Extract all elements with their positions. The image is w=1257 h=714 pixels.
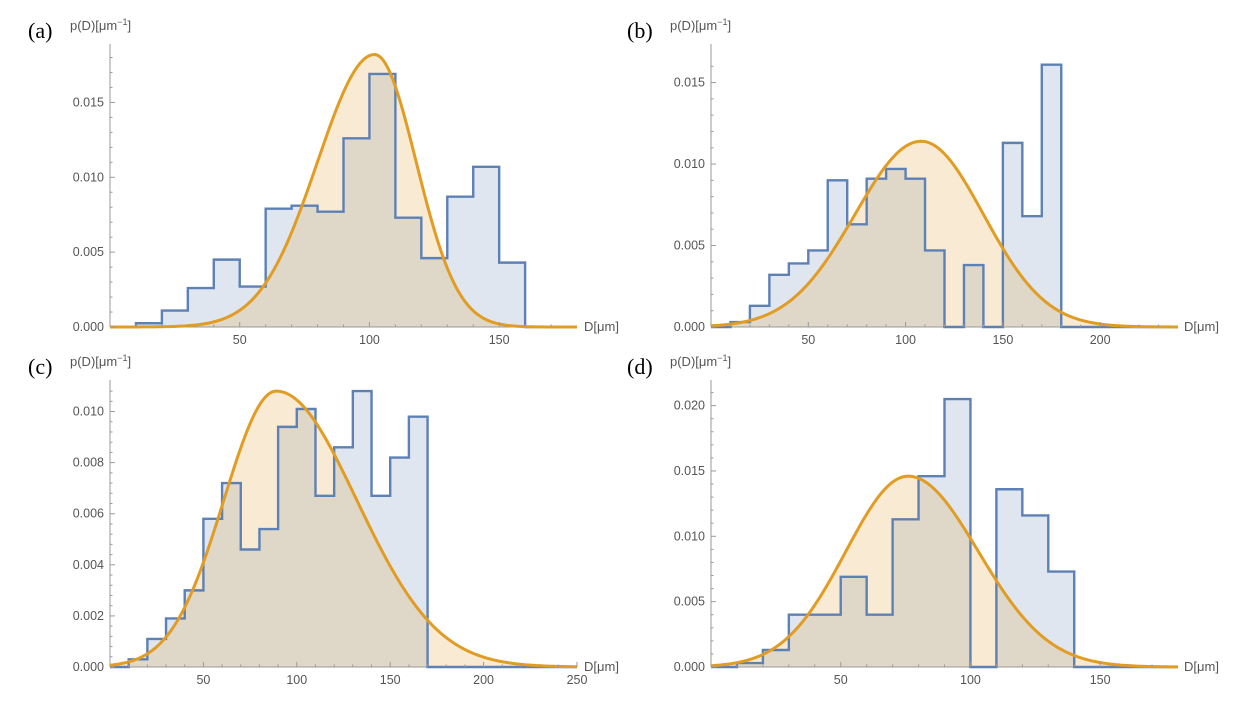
y-tick-label: 0.002 xyxy=(73,609,104,623)
histogram-fill xyxy=(736,399,1075,667)
y-tick-label: 0.008 xyxy=(73,456,104,470)
panel-1: (a) p(D)[μm−1] 0.000 0.005 0.010 0.015 50 100 15… xyxy=(28,17,619,347)
y-axis-title: p(D)[μm−1] xyxy=(670,353,731,369)
x-tick-label: 100 xyxy=(286,673,307,687)
panel-2: (b) p(D)[μm−1] 0.000 0.005 0.010 0.015 50 100 15… xyxy=(627,17,1219,347)
x-tick-label: 200 xyxy=(1090,333,1111,347)
panel-label: (d) xyxy=(627,354,653,379)
x-axis-title: D[μm] xyxy=(584,659,619,674)
x-tick-label: 50 xyxy=(834,673,848,687)
fit-curve-fill xyxy=(711,476,1178,667)
y-tick-label: 0.000 xyxy=(674,320,705,334)
y-tick-label: 0.010 xyxy=(73,170,104,184)
y-tick-label: 0.015 xyxy=(674,76,705,90)
x-tick-label: 250 xyxy=(567,673,588,687)
histogram-step xyxy=(110,389,577,669)
fit-curve-fill xyxy=(711,141,1178,327)
panel-label: (c) xyxy=(28,354,52,379)
histogram-step xyxy=(711,397,1178,669)
y-tick-label: 0.000 xyxy=(73,320,104,334)
fit-curve xyxy=(109,389,578,669)
x-tick-label: 150 xyxy=(380,673,401,687)
y-tick-label: 0.006 xyxy=(73,507,104,521)
x-tick-label: 100 xyxy=(359,333,380,347)
fit-curve-fill xyxy=(110,391,577,667)
x-tick-label: 150 xyxy=(1090,673,1111,687)
x-tick-label: 50 xyxy=(196,673,210,687)
x-tick-label: 50 xyxy=(801,333,815,347)
y-tick-label: 0.015 xyxy=(674,464,705,478)
x-axis-title: D[μm] xyxy=(1184,319,1219,334)
x-axis-title: D[μm] xyxy=(1184,659,1219,674)
x-tick-label: 100 xyxy=(895,333,916,347)
y-tick-label: 0.005 xyxy=(674,239,705,253)
x-tick-label: 150 xyxy=(489,333,510,347)
y-tick-label: 0.010 xyxy=(674,529,705,543)
histogram-fill xyxy=(730,64,1062,327)
y-tick-label: 0.000 xyxy=(674,660,705,674)
y-tick-label: 0.015 xyxy=(73,95,104,109)
y-axis-title: p(D)[μm−1] xyxy=(70,353,131,369)
y-tick-label: 0.005 xyxy=(674,595,705,609)
y-tick-label: 0.010 xyxy=(73,405,104,419)
y-tick-label: 0.004 xyxy=(73,558,104,572)
y-axis-title: p(D)[μm−1] xyxy=(70,17,131,33)
histogram-step xyxy=(711,63,1178,329)
y-tick-label: 0.010 xyxy=(674,157,705,171)
x-tick-label: 50 xyxy=(233,333,247,347)
y-axis-title: p(D)[μm−1] xyxy=(670,17,731,33)
panel-3: (c) p(D)[μm−1] 0.000 0.002 0.004 0.006 0.008 0.… xyxy=(28,353,619,687)
panel-label: (b) xyxy=(627,18,653,43)
histogram-fill xyxy=(135,73,526,327)
x-axis-title: D[μm] xyxy=(584,319,619,334)
panel-label: (a) xyxy=(28,18,52,43)
y-tick-label: 0.005 xyxy=(73,245,104,259)
x-tick-label: 100 xyxy=(960,673,981,687)
x-tick-label: 150 xyxy=(992,333,1013,347)
y-tick-label: 0.020 xyxy=(674,399,705,413)
histogram-step xyxy=(110,72,577,329)
x-tick-label: 200 xyxy=(473,673,494,687)
y-tick-label: 0.000 xyxy=(73,660,104,674)
panel-4: (d) p(D)[μm−1] 0.000 0.005 0.010 0.015 0.020 50… xyxy=(627,353,1219,687)
